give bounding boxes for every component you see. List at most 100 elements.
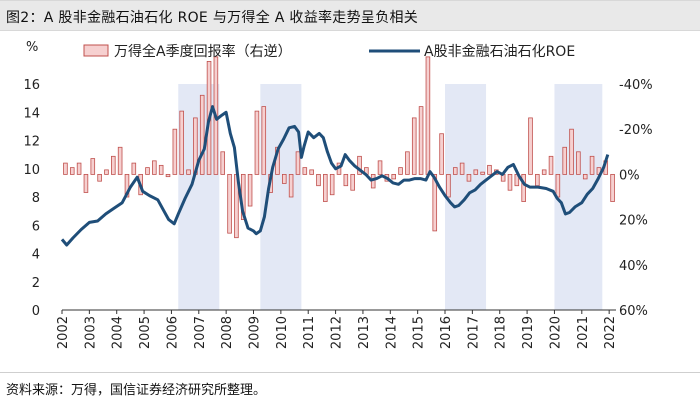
return-bar	[220, 151, 226, 175]
return-bar	[104, 169, 109, 175]
return-bar	[569, 128, 574, 175]
x-tick-label: 2022	[603, 316, 618, 349]
return-bar	[576, 151, 581, 175]
return-bar	[124, 173, 130, 198]
x-tick-label: 2011	[302, 316, 317, 349]
return-bar	[145, 167, 150, 175]
left-tick-label: 12	[23, 135, 40, 150]
return-bar	[459, 162, 465, 175]
return-bar	[446, 173, 451, 198]
x-tick-label: 2012	[330, 316, 345, 349]
x-tick-label: 2014	[384, 316, 399, 349]
return-bar	[528, 117, 533, 175]
left-tick-label: 4	[32, 248, 40, 263]
shaded-periods	[178, 84, 603, 310]
x-tick-label: 2003	[83, 316, 98, 349]
return-bar	[357, 155, 362, 175]
return-bar	[555, 173, 561, 198]
left-tick-label: 2	[32, 276, 40, 291]
shaded-period	[554, 84, 603, 310]
legend: 万得全A季度回报率（右逆） A股非金融石油石化ROE	[83, 43, 575, 60]
return-bar	[473, 169, 479, 175]
return-bar	[466, 173, 472, 182]
return-bar	[282, 173, 287, 184]
right-tick-label: 20%	[619, 214, 648, 229]
return-bar	[316, 173, 321, 187]
return-bar	[288, 173, 294, 198]
return-bar	[199, 94, 205, 175]
right-tick-label: 40%	[619, 259, 648, 274]
return-bar	[541, 169, 547, 175]
x-tick-label: 2016	[439, 316, 454, 349]
source-note: 资料来源：万得，国信证券经济研究所整理。	[6, 383, 267, 398]
return-bar	[432, 173, 438, 232]
return-bar	[562, 146, 567, 175]
left-axis-unit: %	[26, 40, 38, 55]
return-bar	[247, 173, 253, 207]
return-bar	[186, 169, 191, 175]
return-bar	[507, 173, 513, 191]
right-tick-label: -20%	[619, 123, 653, 138]
x-tick-label: 2006	[165, 316, 180, 349]
return-bar	[261, 106, 267, 175]
x-tick-label: 2004	[111, 316, 126, 349]
x-tick-label: 2009	[248, 316, 263, 349]
right-axis-ticks: -40% -20% 0% 20% 40% 60%	[619, 78, 653, 319]
return-bar	[63, 162, 68, 175]
legend-bar-swatch	[83, 44, 109, 57]
right-tick-label: -40%	[619, 78, 653, 93]
return-bar	[69, 167, 75, 175]
x-tick-label: 2008	[220, 316, 235, 349]
return-bar	[131, 162, 137, 175]
right-tick-label: 0%	[619, 168, 640, 183]
return-bar	[83, 173, 89, 193]
return-bar	[165, 173, 171, 178]
return-bar	[302, 167, 308, 175]
title-band: 图2：A 股非金融石油石化 ROE 与万得全 A 收益率走势呈负相关	[0, 0, 700, 31]
return-bar	[418, 106, 424, 175]
return-bar	[254, 110, 260, 175]
roe-line	[60, 105, 610, 247]
return-bar	[582, 173, 588, 180]
x-tick-label: 2021	[576, 316, 591, 349]
return-bar	[589, 155, 595, 175]
x-tick-label: 2018	[494, 316, 509, 349]
return-bar	[111, 155, 116, 175]
return-bar	[152, 160, 157, 175]
return-bar	[377, 160, 383, 175]
return-bar	[295, 151, 301, 175]
return-bar	[117, 146, 123, 175]
legend-line-label: A股非金融石油石化ROE	[424, 44, 575, 60]
left-tick-label: 10	[23, 163, 40, 178]
return-bar	[425, 56, 431, 175]
x-tick-label: 2020	[548, 316, 563, 349]
return-bar	[452, 167, 458, 175]
left-tick-label: 6	[32, 219, 40, 234]
left-axis-ticks: 0 2 4 6 8 10 12 14 16	[23, 78, 40, 319]
return-bar	[158, 164, 164, 175]
x-tick-label: 2015	[412, 316, 427, 349]
return-bar	[521, 173, 526, 202]
return-bar	[97, 173, 102, 182]
return-bar	[227, 173, 232, 234]
x-tick-label: 2007	[193, 316, 208, 349]
return-bar	[323, 173, 328, 202]
return-bar	[610, 173, 615, 202]
bar-series	[63, 56, 615, 239]
x-tick-label: 2010	[275, 316, 290, 349]
return-bar	[350, 173, 355, 191]
source-band: 资料来源：万得，国信证券经济研究所整理。	[0, 372, 700, 400]
return-bar	[90, 158, 96, 175]
return-bar	[405, 151, 410, 175]
x-tick-label: 2019	[521, 316, 536, 349]
return-bar	[480, 171, 485, 175]
return-bar	[172, 128, 178, 175]
return-bar	[411, 117, 417, 175]
return-bar	[391, 173, 396, 180]
return-bar	[309, 169, 314, 175]
legend-bar-label: 万得全A季度回报率（右逆）	[114, 43, 292, 60]
left-tick-label: 8	[32, 191, 40, 206]
left-tick-label: 14	[23, 106, 40, 121]
return-bar	[329, 173, 335, 196]
